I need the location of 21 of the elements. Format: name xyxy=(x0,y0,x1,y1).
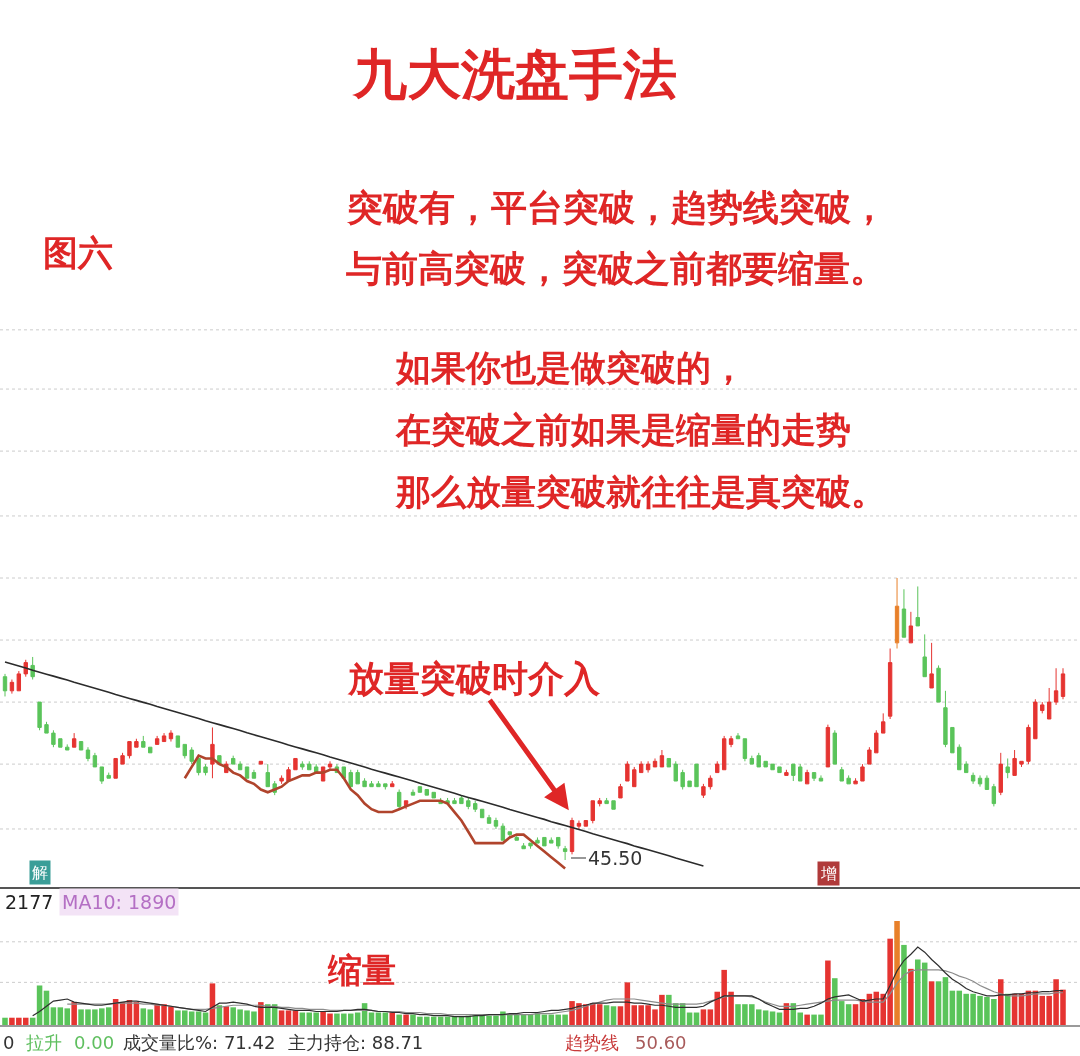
annotation: 放量突破时介入 xyxy=(347,658,601,699)
text: 0 xyxy=(3,1032,15,1053)
text: 增 xyxy=(820,864,837,883)
annotation: 缩量 xyxy=(327,950,396,990)
text: 如果你也是做突破的， xyxy=(395,348,746,388)
text: 解 xyxy=(32,863,48,882)
text: 图六 xyxy=(43,233,113,273)
text: 0.00 xyxy=(74,1032,115,1053)
text: 那么放量突破就往往是真突破。 xyxy=(395,472,886,512)
text: 50.60 xyxy=(635,1032,687,1053)
text: 成交量比%: 71.42 xyxy=(123,1032,276,1053)
text: 突破有，平台突破，趋势线突破， xyxy=(346,187,887,228)
text: 在突破之前如果是缩量的走势 xyxy=(395,410,851,450)
text: 与前高突破，突破之前都要缩量。 xyxy=(346,248,886,289)
annotation: 45.50 xyxy=(588,847,643,869)
chart-title: 九大洗盘手法 xyxy=(352,42,677,106)
text: 2177 xyxy=(5,891,54,913)
text: MA10: 1890 xyxy=(62,891,177,913)
text: 趋势线 xyxy=(565,1032,619,1053)
text: 主力持仓: 88.71 xyxy=(288,1032,424,1053)
text: 拉升 xyxy=(26,1032,62,1053)
